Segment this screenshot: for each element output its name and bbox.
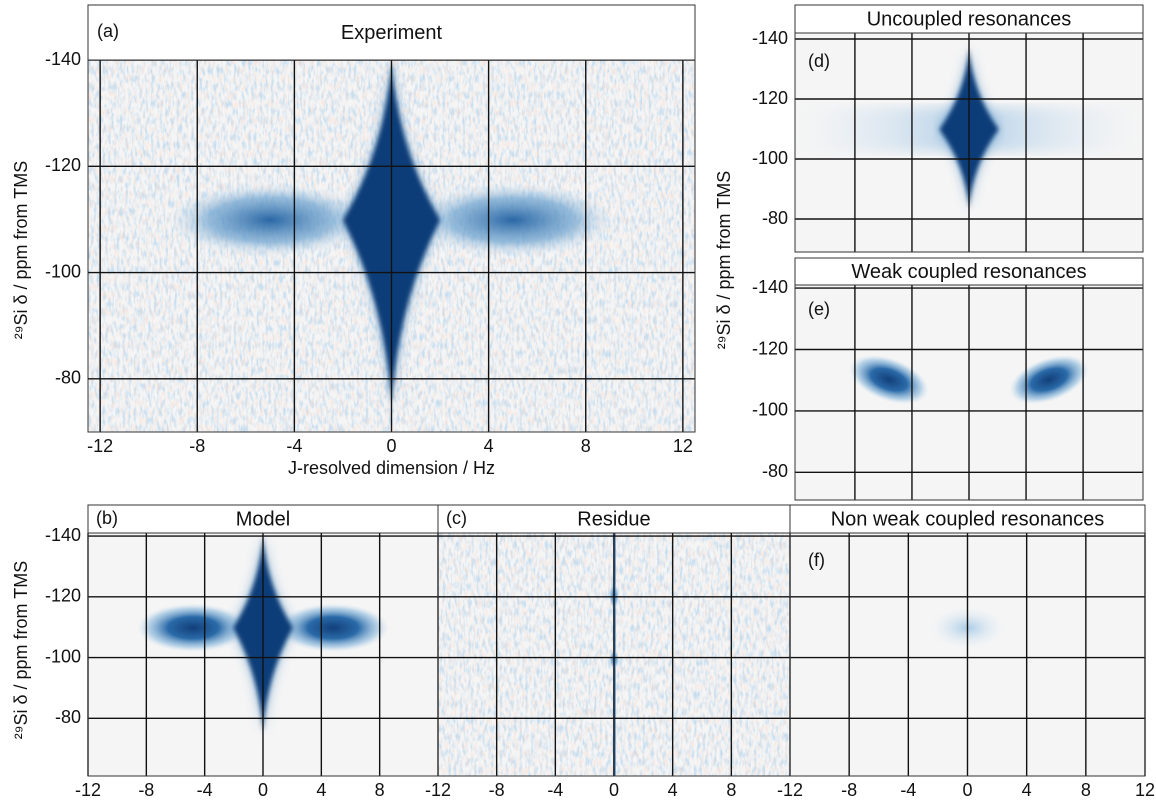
panel-label: (f) xyxy=(808,550,825,570)
x-tick-label: -8 xyxy=(841,780,857,800)
panel-title: Model xyxy=(236,508,290,530)
x-tick-label: 0 xyxy=(962,780,972,800)
coupled-peak xyxy=(849,354,929,405)
panel: -140 -120 -100 -80 Uncoupled resonances (d) ²⁹… xyxy=(714,4,1144,349)
x-tick-label: 4 xyxy=(484,436,494,456)
panel-title: Uncoupled resonances xyxy=(867,8,1072,30)
panel: -12 -8 -4 0 4 8 12 -140 -120 -100 -80 Experiment (a)… xyxy=(11,4,696,478)
x-tick-label: 4 xyxy=(668,780,678,800)
x-axis-label: J-resolved dimension / Hz xyxy=(159,802,366,804)
x-tick-label: 4 xyxy=(316,780,326,800)
x-tick-label: -12 xyxy=(425,780,451,800)
x-tick-label: -8 xyxy=(189,436,205,456)
x-tick-label: 0 xyxy=(609,780,619,800)
y-tick-label: -80 xyxy=(55,707,81,727)
panel: -12 -8 -4 0 4 8 -140 -120 -100 -80 Model (b) J-resol… xyxy=(11,504,439,804)
y-tick-label: -140 xyxy=(752,277,788,297)
x-tick-label: 12 xyxy=(1135,780,1155,800)
y-tick-label: -120 xyxy=(752,338,788,358)
y-tick-label: -80 xyxy=(762,461,788,481)
y-axis-label: ²⁹Si δ / ppm from TMS xyxy=(11,561,31,739)
panel-label: (b) xyxy=(96,508,118,528)
panel-label: (c) xyxy=(446,508,467,528)
x-tick-label: 8 xyxy=(375,780,385,800)
x-axis-label: J-resolved dimension / Hz xyxy=(864,802,1071,804)
panel-label: (a) xyxy=(97,21,119,41)
x-tick-label: -4 xyxy=(900,780,916,800)
x-tick-label: 8 xyxy=(726,780,736,800)
x-tick-label: -4 xyxy=(547,780,563,800)
title-box xyxy=(437,504,791,534)
panel-label: (e) xyxy=(808,299,830,319)
title-box xyxy=(794,4,1144,34)
y-tick-label: -140 xyxy=(752,28,788,48)
y-tick-label: -80 xyxy=(762,208,788,228)
y-axis-label: ²⁹Si δ / ppm from TMS xyxy=(11,161,31,339)
y-tick-label: -100 xyxy=(45,261,81,281)
y-axis-label: ²⁹Si δ / ppm from TMS xyxy=(714,171,734,349)
wing xyxy=(137,603,249,653)
x-tick-label: -12 xyxy=(777,780,803,800)
y-tick-label: -100 xyxy=(45,646,81,666)
y-tick-label: -120 xyxy=(45,155,81,175)
x-tick-label: -12 xyxy=(75,780,101,800)
y-tick-label: -140 xyxy=(45,49,81,69)
x-tick-label: -4 xyxy=(286,436,302,456)
panel: -12 -8 -4 0 4 8 Residue (c) J-resolved dimension… xyxy=(425,504,791,804)
y-tick-label: -100 xyxy=(752,148,788,168)
x-tick-label: 0 xyxy=(386,436,396,456)
panel-title: Weak coupled resonances xyxy=(851,261,1086,283)
panel-label: (d) xyxy=(808,51,830,71)
panel-title: Residue xyxy=(577,508,650,530)
x-tick-label: -8 xyxy=(138,780,154,800)
y-tick-label: -120 xyxy=(752,88,788,108)
title-box xyxy=(789,504,1146,534)
y-tick-label: -120 xyxy=(45,586,81,606)
title-box xyxy=(87,4,696,61)
wing xyxy=(277,603,389,653)
wing xyxy=(409,182,617,258)
x-tick-label: 8 xyxy=(581,436,591,456)
title-box xyxy=(87,504,439,534)
x-tick-label: -12 xyxy=(87,436,113,456)
x-tick-label: -8 xyxy=(489,780,505,800)
spectrum xyxy=(849,354,1089,405)
coupled-peak xyxy=(1009,354,1089,405)
y-tick-label: -140 xyxy=(45,525,81,545)
panel: -140 -120 -100 -80 Weak coupled resonances (e… xyxy=(752,257,1144,501)
x-tick-label: 12 xyxy=(673,436,693,456)
x-tick-label: 0 xyxy=(258,780,268,800)
y-tick-label: -80 xyxy=(55,368,81,388)
x-tick-label: -4 xyxy=(197,780,213,800)
wing xyxy=(166,182,374,258)
panel: -12 -8 -4 0 4 8 12 Non weak coupled resonances (… xyxy=(777,504,1155,804)
panel-title: Experiment xyxy=(341,22,443,44)
x-axis-label: J-resolved dimension / Hz xyxy=(510,802,717,804)
y-tick-label: -100 xyxy=(752,400,788,420)
title-box xyxy=(794,257,1144,286)
panel-title: Non weak coupled resonances xyxy=(831,508,1105,530)
x-tick-label: 4 xyxy=(1022,780,1032,800)
x-axis-label: J-resolved dimension / Hz xyxy=(288,458,495,478)
x-tick-label: 8 xyxy=(1081,780,1091,800)
